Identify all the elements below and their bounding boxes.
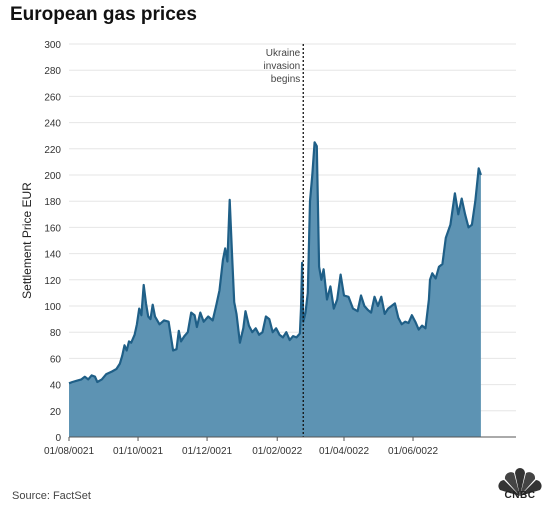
y-tick-label: 20 — [50, 407, 62, 418]
y-tick-label: 80 — [50, 328, 62, 339]
y-tick-label: 300 — [44, 40, 61, 51]
y-tick-label: 60 — [50, 354, 62, 365]
y-tick-label: 120 — [44, 276, 61, 287]
logo-text: CNBC — [504, 490, 536, 501]
annotation-text: Ukraine — [266, 48, 301, 59]
y-tick-label: 280 — [44, 66, 61, 77]
y-tick-label: 200 — [44, 171, 61, 182]
annotation: Ukraine invasion begins — [264, 44, 304, 437]
x-tick-label: 01/06/0022 — [388, 446, 438, 457]
chart-title: European gas prices — [10, 4, 197, 25]
x-tick-label: 01/10/0021 — [113, 446, 163, 457]
axes: 0 20 40 60 80 100 120 140 160 180 200 220 240 260 280 3… — [20, 40, 516, 457]
x-tick-label: 01/08/0021 — [44, 446, 94, 457]
annotation-text: invasion — [264, 61, 301, 72]
y-tick-label: 140 — [44, 250, 61, 261]
y-tick-label: 40 — [50, 381, 62, 392]
x-tick-label: 01/02/0022 — [252, 446, 302, 457]
y-tick-label: 100 — [44, 302, 61, 313]
y-tick-label: 240 — [44, 119, 61, 130]
y-tick-label: 180 — [44, 197, 61, 208]
y-tick-label: 0 — [55, 433, 61, 444]
y-tick-label: 160 — [44, 223, 61, 234]
x-tick-label: 01/04/0022 — [319, 446, 369, 457]
x-tick-label: 01/12/0021 — [182, 446, 232, 457]
series-line — [68, 141, 482, 385]
area-fill — [69, 142, 481, 438]
source-note: Source: FactSet — [12, 490, 91, 502]
y-tick-label: 220 — [44, 145, 61, 156]
y-tick-label: 260 — [44, 92, 61, 103]
y-axis-label: Settlement Price EUR — [20, 182, 34, 299]
area-series — [68, 141, 482, 438]
annotation-text: begins — [271, 74, 300, 85]
cnbc-peacock-logo — [498, 468, 542, 496]
